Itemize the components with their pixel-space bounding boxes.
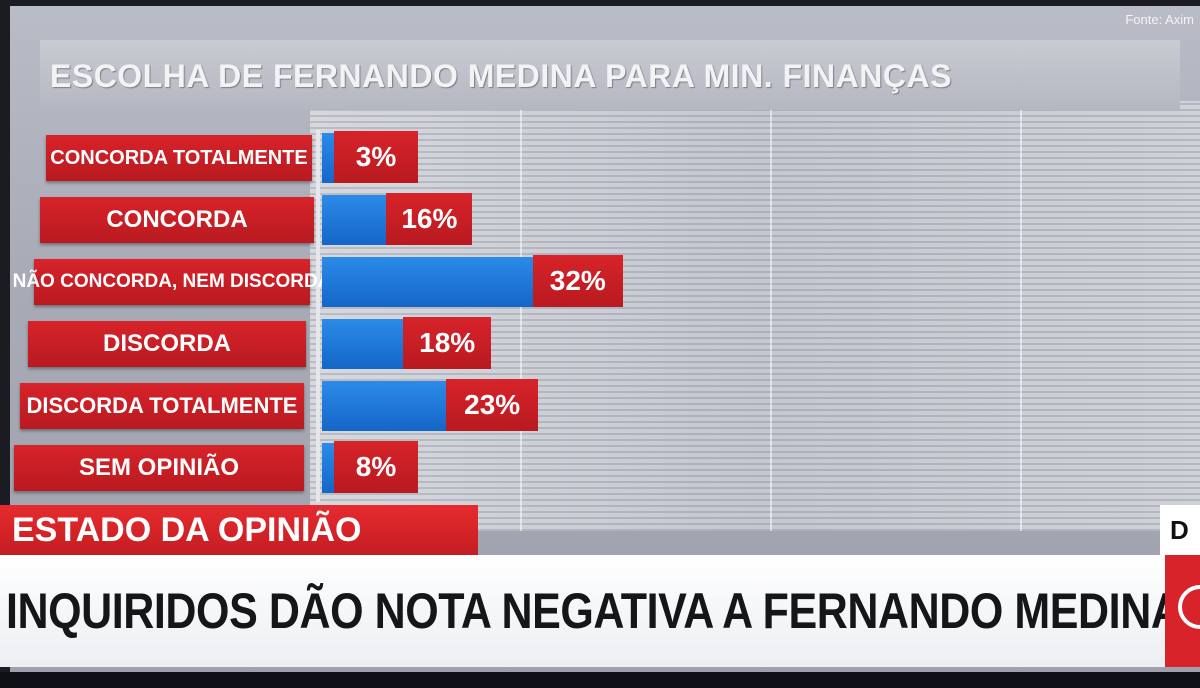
category-label: DISCORDA: [28, 321, 306, 367]
newsprint-background: [310, 101, 1200, 531]
chart-axis-line: [316, 130, 320, 502]
data-label: 8%: [334, 441, 418, 493]
chart-title: ESCOLHA DE FERNANDO MEDINA PARA MIN. FIN…: [50, 58, 952, 94]
data-label: 23%: [446, 379, 539, 431]
data-label: 32%: [532, 255, 623, 307]
column-separator: [1020, 101, 1022, 531]
ticker-headline: INQUIRIDOS DÃO NOTA NEGATIVA A FERNANDO …: [6, 583, 1182, 639]
category-label: DISCORDA TOTALMENTE: [20, 383, 304, 429]
data-label: 3%: [334, 131, 418, 183]
ticker-headline-box: INQUIRIDOS DÃO NOTA NEGATIVA A FERNANDO …: [0, 555, 1182, 667]
category-label: CONCORDA TOTALMENTE: [46, 135, 312, 181]
column-separator: [520, 101, 522, 531]
category-label: SEM OPINIÃO: [14, 445, 304, 491]
column-separator: [770, 101, 772, 531]
category-label: CONCORDA: [40, 197, 314, 243]
title-band: [40, 40, 1180, 110]
source-label: Fonte: Axim: [1125, 12, 1194, 27]
channel-logo-letter: D: [1160, 505, 1200, 555]
ticker-label: ESTADO DA OPINIÃO: [0, 505, 478, 555]
data-label: 16%: [386, 193, 473, 245]
bottom-strip: [0, 672, 1200, 688]
category-label: NÃO CONCORDA, NEM DISCORDA: [13, 259, 331, 305]
data-label: 18%: [403, 317, 492, 369]
